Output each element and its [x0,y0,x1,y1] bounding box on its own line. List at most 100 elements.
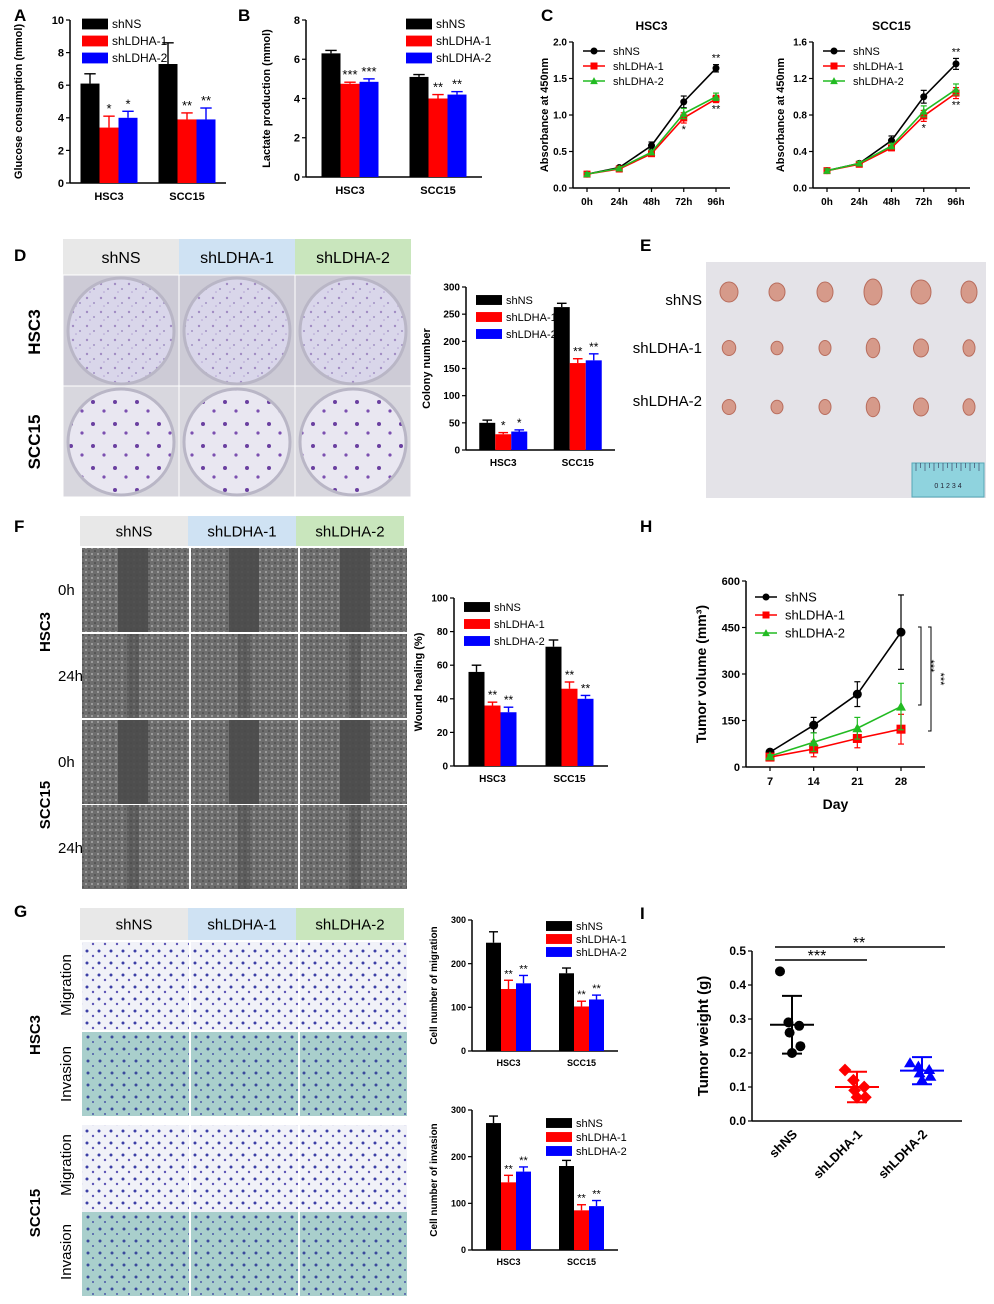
y-tick-label: 1.0 [553,111,567,122]
tumor [960,280,978,304]
wound-gap [127,634,139,718]
legend-swatch [82,52,108,64]
culture-dish [66,276,176,386]
y-axis-label: Lactate production (mmol) [261,29,273,168]
invasion-image [300,1032,407,1116]
legend-label: shNS [576,1118,603,1130]
y-tick-label: 600 [722,576,740,588]
y-axis-label: Absorbance at 450nm [775,58,787,173]
time-label: 0h [58,582,75,599]
legend-label: shLDHA-2 [785,626,845,641]
y-tick-label: 1.6 [793,38,807,49]
y-tick-label: 0.0 [553,184,567,195]
bar [447,94,467,177]
bar [511,431,528,450]
y-tick-label: 4 [294,93,301,105]
significance-label: ** [433,80,443,95]
data-point [838,1063,852,1077]
data-point [830,47,838,55]
y-tick-label: 450 [722,622,740,634]
y-tick-label: 0.4 [793,147,807,158]
panel-letter-i: I [640,904,645,923]
data-point [916,1074,928,1085]
y-tick-label: 0 [461,1046,466,1056]
migration-image [82,942,189,1030]
column-header-label: shNS [116,916,153,933]
bar [495,434,512,450]
bar [486,942,501,1051]
data-point [787,1048,797,1058]
bar [196,119,216,183]
y-tick-label: 8 [58,47,64,59]
legend-label: shNS [494,602,521,614]
y-tick-label: 0 [734,762,740,774]
data-point [712,64,720,72]
bar [479,422,496,450]
group-label: HSC3 [27,1015,44,1055]
chart-i: 0.0 0.1 0.2 0.3 0.4 0.5 Tumor weight (g) shNS sh… [695,935,962,1182]
bar [158,64,178,183]
y-tick-label: 6 [58,80,64,92]
column-header-label: shLDHA-1 [200,250,274,267]
legend-swatch [476,312,502,322]
time-label: 24h [58,840,83,857]
data-point [590,47,598,55]
series-line [769,705,902,757]
bar [545,646,562,766]
column-header-bg [188,516,296,546]
y-tick-label: 0.4 [729,978,746,992]
bar [577,698,594,766]
bar [516,1171,531,1250]
y-tick-label: 300 [451,915,466,925]
y-tick-label: 8 [294,15,300,27]
column-header-label: shLDHA-2 [316,250,390,267]
column-header-label: shLDHA-1 [207,916,276,933]
y-tick-label: 2.0 [553,38,567,49]
group-label: SCC15 [27,1189,44,1237]
legend-swatch [476,295,502,305]
legend-swatch [464,619,490,629]
tumor [863,278,883,306]
legend-swatch [546,947,572,957]
y-tick-label: 0.0 [793,184,807,195]
significance-label: * [682,124,687,136]
x-tick-label: SCC15 [553,774,586,785]
significance-label: ** [712,53,721,65]
data-point [830,77,838,85]
bar [500,712,517,766]
significance-label: * [517,416,522,430]
data-point [887,142,896,150]
y-tick-label: 0.5 [553,147,567,158]
y-tick-label: 0 [58,178,64,190]
data-point [830,62,838,70]
y-axis-label: Cell number of invasion [429,1123,440,1236]
tumor [818,340,832,356]
legend-label: shLDHA-1 [576,1132,627,1144]
legend-swatch [406,52,432,64]
y-tick-label: 150 [722,715,740,727]
y-tick-label: 300 [451,1105,466,1115]
data-point [952,85,960,93]
chart-c2: 0.0 0.4 0.8 1.2 1.6 Absorbance at 450nm 0h 24h 4… [775,19,970,208]
y-tick-label: 0 [442,762,448,773]
time-label: 0h [58,754,75,771]
legend-label: shNS [506,295,533,307]
x-tick-label: 21 [851,776,863,788]
significance-label: ** [592,983,601,995]
x-tick-label: shLDHA-1 [810,1127,865,1182]
data-point [920,93,928,101]
column-header-label: shLDHA-2 [315,916,384,933]
bar [177,119,197,183]
x-axis-label: Day [823,796,849,812]
data-point [795,1041,806,1052]
x-tick-label: 96h [947,197,964,208]
data-point [823,166,831,174]
x-tick-label: 72h [675,197,692,208]
bar [574,1006,589,1051]
legend-label: shLDHA-1 [853,61,904,73]
data-point [888,137,895,145]
tumor [719,281,739,303]
bar [516,983,531,1051]
data-point [923,1064,936,1074]
